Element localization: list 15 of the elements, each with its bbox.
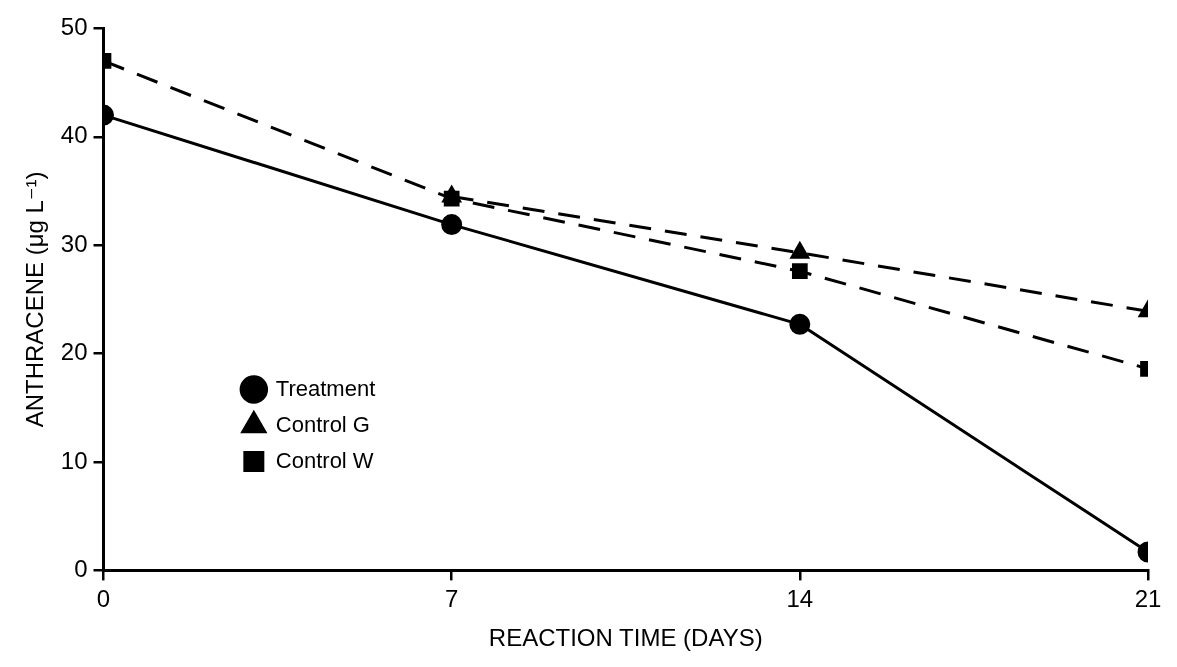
y-tick-label: 10 [60, 446, 88, 474]
y-tick-label: 30 [60, 229, 88, 257]
legend-label: Treatment [275, 375, 376, 401]
x-tick-label: 7 [444, 585, 459, 613]
legend-label: Control W [275, 447, 374, 473]
x-tick-label: 21 [1134, 585, 1162, 613]
y-tick-label: 20 [60, 338, 88, 366]
y-tick-label: 50 [60, 13, 88, 41]
y-tick-label: 40 [60, 121, 88, 149]
x-tick-label: 14 [786, 585, 814, 613]
y-tick-label: 0 [74, 555, 88, 583]
x-tick-label: 0 [96, 585, 111, 613]
y-axis-title: ANTHRACENE (μg L⁻¹) [21, 171, 49, 428]
x-axis-title: REACTION TIME (DAYS) [488, 624, 763, 652]
legend-label: Control G [275, 411, 370, 437]
